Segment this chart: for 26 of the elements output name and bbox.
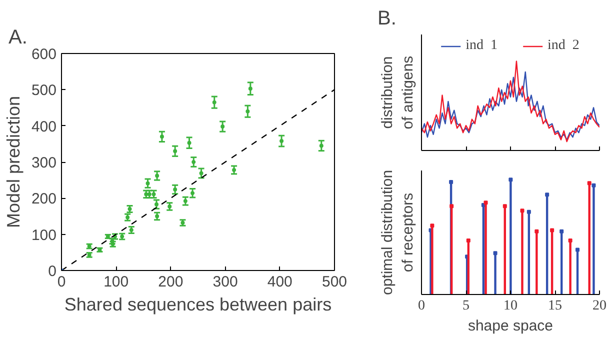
y-tick-label: 500 (31, 82, 57, 100)
y-tick-label: 400 (31, 118, 57, 136)
y-axis-title: distribution of antigens (379, 56, 416, 130)
x-tick-label: 10 (504, 298, 518, 314)
x-tick-label: 15 (548, 298, 562, 314)
y-tick-label: 300 (31, 154, 57, 172)
legend-label: ind 1 (466, 38, 498, 54)
x-tick-label: 0 (418, 298, 425, 314)
y-tick-label: 100 (31, 226, 57, 244)
y-tick-label: 200 (31, 190, 57, 208)
x-axis-title: shape space (468, 318, 554, 334)
y-tick-label: 0 (48, 263, 56, 280)
legend-label: ind 2 (548, 38, 580, 54)
x-tick-label: 200 (158, 274, 184, 290)
y-axis-title: Model prediction (3, 96, 24, 228)
y-tick-label: 600 (31, 46, 57, 63)
x-tick-label: 500 (322, 274, 348, 290)
x-tick-label: 300 (212, 274, 238, 290)
x-tick-label: 5 (462, 298, 470, 314)
x-axis-title: Shared sequences between pairs (64, 294, 332, 314)
x-tick-label: 400 (267, 274, 292, 290)
chart-title: A. (8, 26, 28, 48)
x-tick-label: 100 (104, 274, 129, 290)
x-tick-label: 20 (592, 298, 606, 314)
chart-title: B. (378, 8, 396, 30)
y-axis-title: optimal distribution of receptors (379, 170, 416, 296)
